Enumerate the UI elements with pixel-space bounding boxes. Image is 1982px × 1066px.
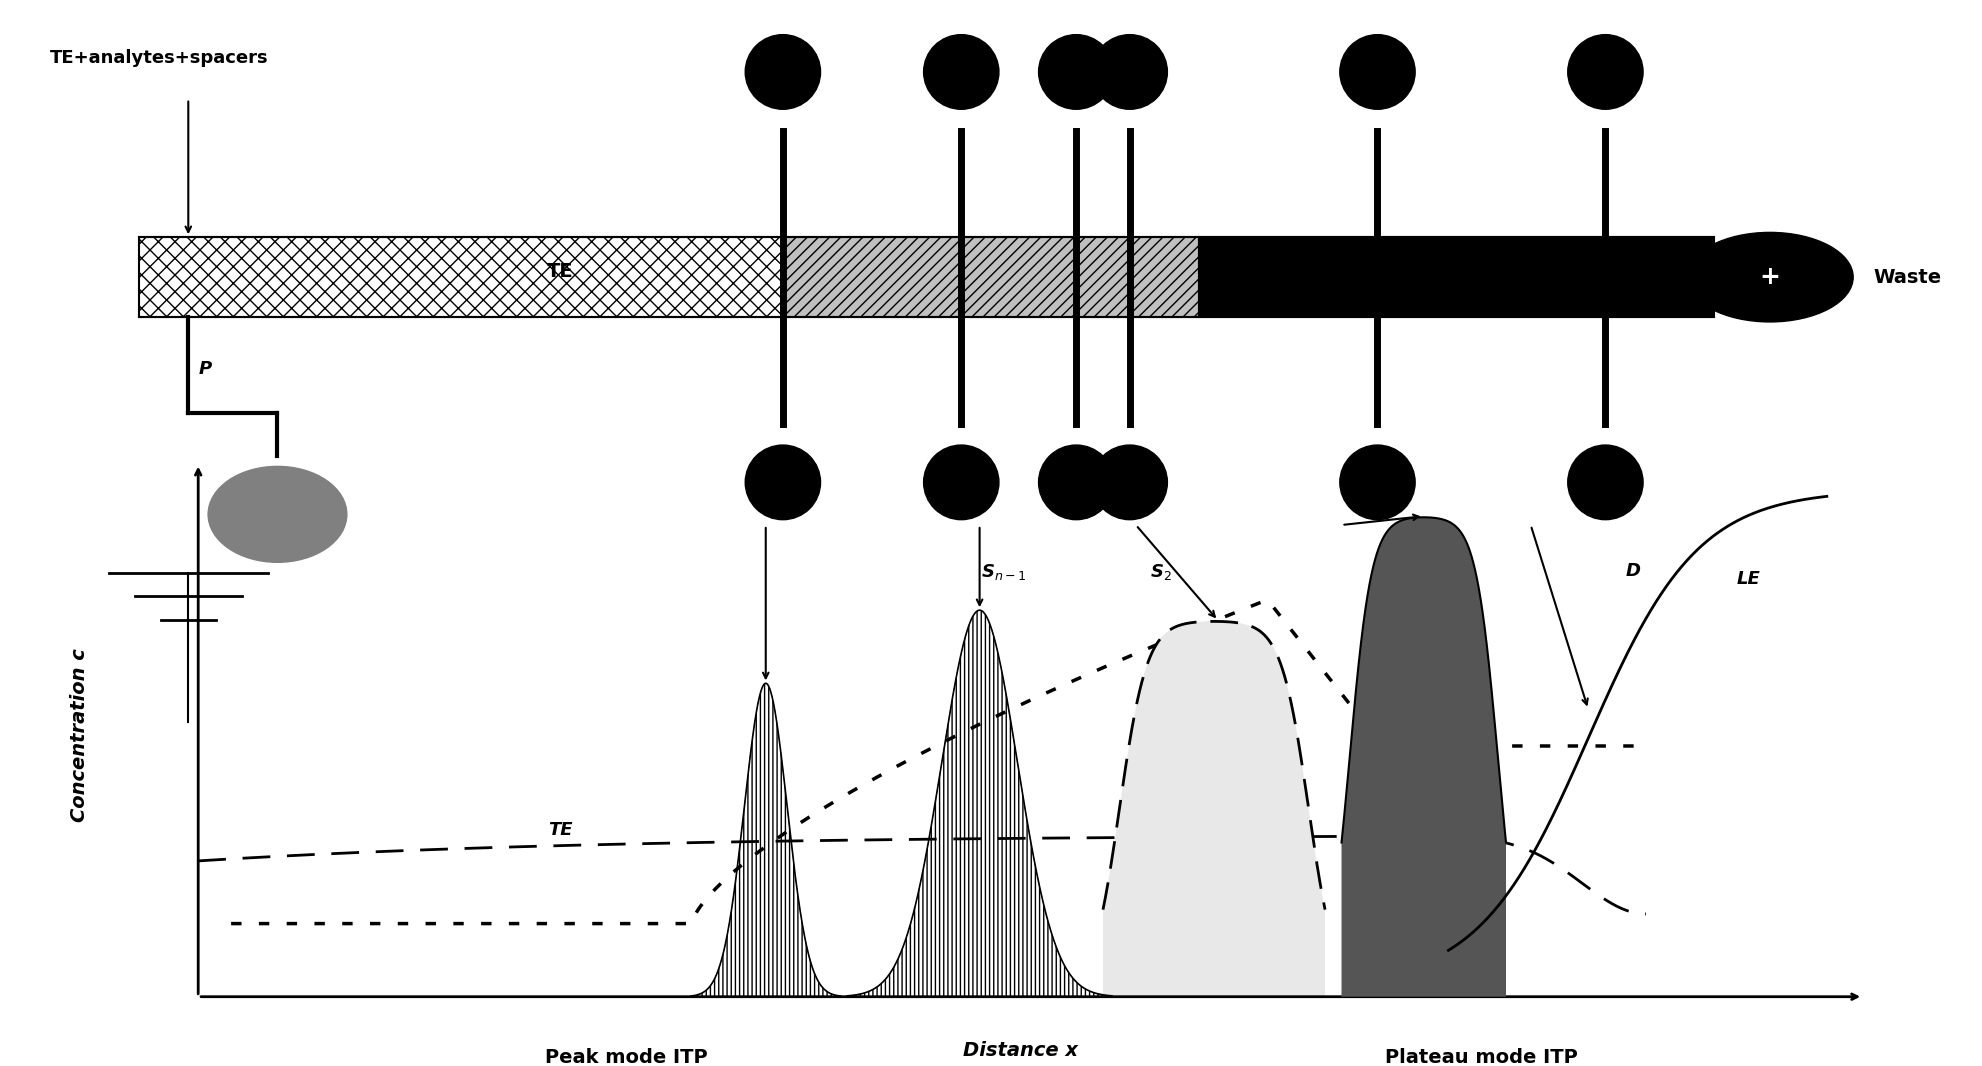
Text: P: P xyxy=(198,360,212,377)
Ellipse shape xyxy=(1039,34,1114,110)
Ellipse shape xyxy=(208,466,347,563)
Bar xyxy=(139,238,783,318)
Ellipse shape xyxy=(1092,446,1167,519)
Text: Concentration c: Concentration c xyxy=(69,649,89,822)
Text: Plateau mode ITP: Plateau mode ITP xyxy=(1385,1048,1578,1066)
Text: TE+analytes+spacers: TE+analytes+spacers xyxy=(50,49,268,66)
Text: Distance x: Distance x xyxy=(963,1041,1078,1061)
Text: S$_2$: S$_2$ xyxy=(1150,563,1171,582)
Text: +: + xyxy=(1760,265,1780,289)
Ellipse shape xyxy=(745,446,821,519)
Text: TE: TE xyxy=(547,262,573,281)
Text: LE: LE xyxy=(1736,570,1760,587)
Ellipse shape xyxy=(745,34,821,110)
Ellipse shape xyxy=(1340,446,1415,519)
Text: D: D xyxy=(1625,563,1641,580)
Text: S$_1$: S$_1$ xyxy=(1397,563,1419,582)
Ellipse shape xyxy=(1568,34,1643,110)
Ellipse shape xyxy=(1039,446,1114,519)
Ellipse shape xyxy=(924,446,999,519)
Text: TE: TE xyxy=(547,821,573,839)
Ellipse shape xyxy=(1092,34,1167,110)
Text: Waste: Waste xyxy=(1873,268,1940,287)
Circle shape xyxy=(1687,232,1853,322)
Bar xyxy=(1199,238,1714,318)
Text: S$_{n-1}$: S$_{n-1}$ xyxy=(981,563,1027,582)
Bar xyxy=(783,238,1199,318)
Ellipse shape xyxy=(924,34,999,110)
Text: Peak mode ITP: Peak mode ITP xyxy=(545,1048,708,1066)
Ellipse shape xyxy=(1568,446,1643,519)
Ellipse shape xyxy=(1340,34,1415,110)
